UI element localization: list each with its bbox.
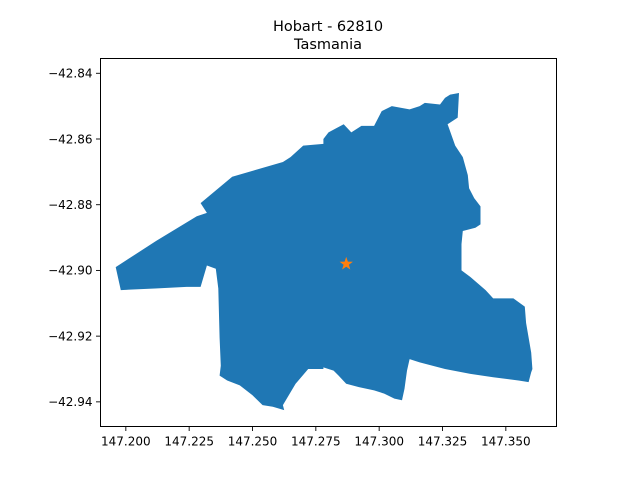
x-axis: 147.200 147.225 147.250 147.275 147.300 147.3… <box>101 426 531 449</box>
x-tick-label: 147.250 <box>228 435 278 449</box>
x-tick-label: 147.325 <box>418 435 468 449</box>
y-axis: −42.84 −42.86 −42.88 −42.90 −42.92 −42.94 <box>48 67 101 409</box>
axes-frame <box>100 58 557 427</box>
map-title: Hobart - 62810 <box>273 19 383 35</box>
x-tick-label: 147.275 <box>291 435 341 449</box>
y-tick-label: −42.84 <box>48 67 92 81</box>
x-tick-label: 147.300 <box>354 435 404 449</box>
x-tick-label: 147.350 <box>481 435 531 449</box>
y-tick-label: −42.94 <box>48 395 92 409</box>
y-tick-label: −42.90 <box>48 264 92 278</box>
y-tick-label: −42.88 <box>48 198 92 212</box>
map-plot-area <box>115 93 533 411</box>
x-tick-label: 147.200 <box>101 435 151 449</box>
map-subtitle: Tasmania <box>293 37 362 53</box>
x-tick-label: 147.225 <box>164 435 214 449</box>
y-tick-label: −42.86 <box>48 132 92 146</box>
y-tick-label: −42.92 <box>48 329 92 343</box>
region-polygon <box>115 93 533 411</box>
centroid-star-marker <box>339 256 353 270</box>
